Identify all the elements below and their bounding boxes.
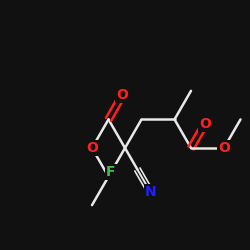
Text: O: O — [218, 141, 230, 155]
Text: O: O — [199, 117, 211, 131]
Text: O: O — [86, 141, 98, 155]
Text: O: O — [116, 88, 128, 102]
Text: N: N — [145, 185, 156, 199]
Text: F: F — [106, 165, 116, 179]
